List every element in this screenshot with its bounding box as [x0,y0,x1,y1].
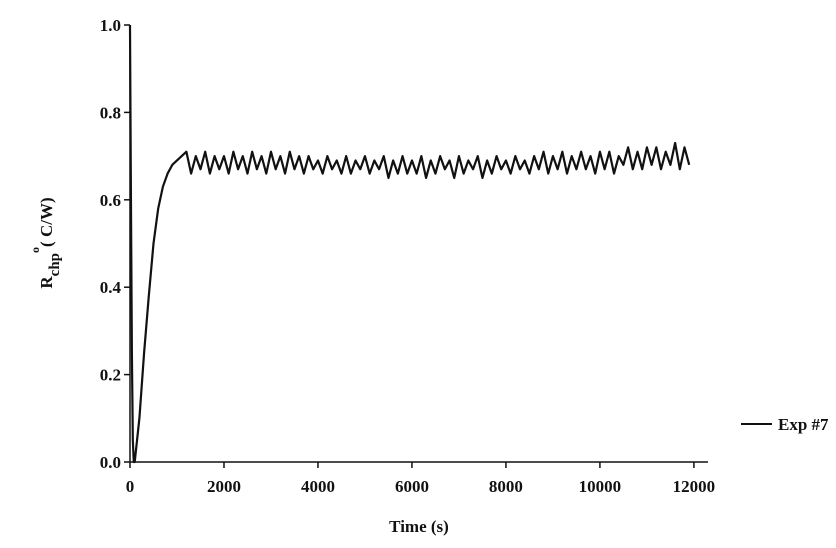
y-label-main: R [37,276,56,289]
x-tick-label: 8000 [489,477,523,496]
y-tick-label: 0.6 [100,191,121,210]
x-tick-label: 10000 [579,477,622,496]
y-label-unit: ( C/W) [37,197,56,247]
x-tick-label: 2000 [207,477,241,496]
data-line [128,24,691,464]
legend-label: Exp #7 [778,415,829,434]
y-tick-label: 0.8 [100,103,121,122]
y-label-superscript: o [28,247,42,253]
x-tick-label: 4000 [301,477,335,496]
y-tick-label: 0.0 [100,453,121,472]
x-axis-label: Time (s) [389,517,449,536]
y-tick-label: 0.4 [100,278,122,297]
x-tick-label: 12000 [673,477,716,496]
x-tick-label: 0 [126,477,135,496]
y-label-subscript: chp [47,253,63,276]
x-tick-label: 6000 [395,477,429,496]
y-tick-label: 0.2 [100,366,121,385]
y-tick-label: 1.0 [100,16,121,35]
y-axis-label: Rchpo( C/W) [28,197,63,288]
